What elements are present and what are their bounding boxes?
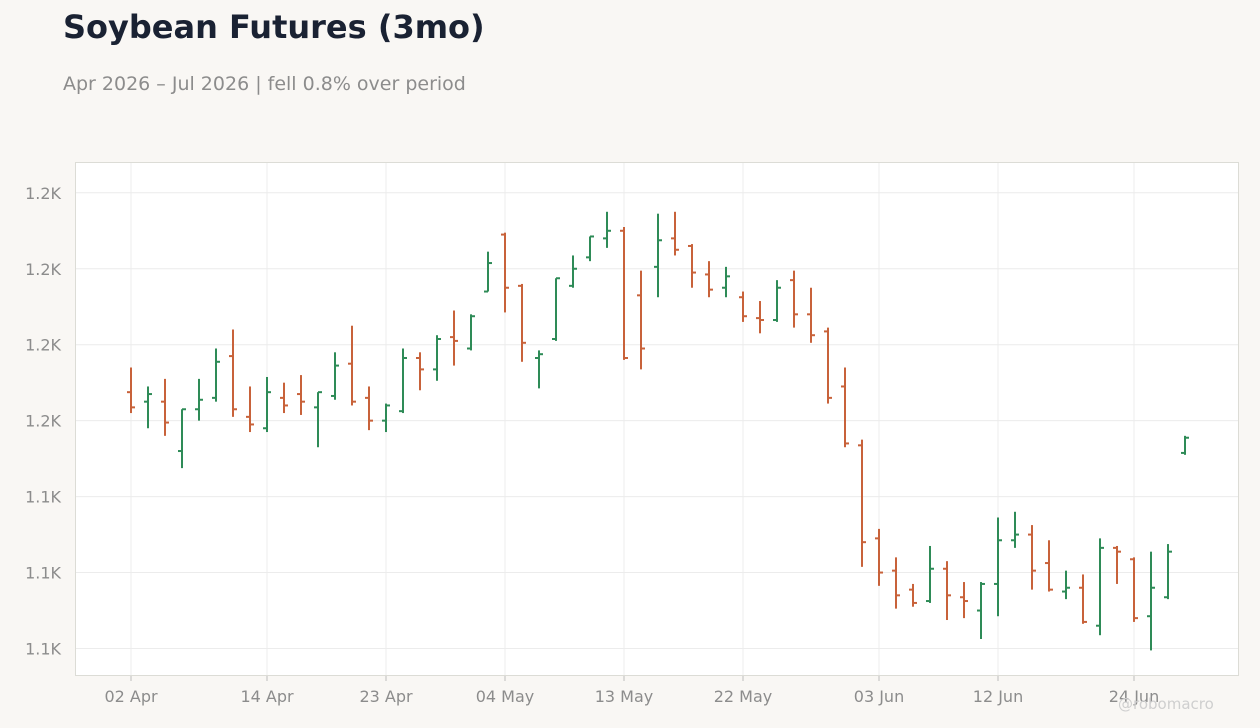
y-tick-label: 1.2K: [25, 336, 61, 355]
ohlc-bar: [552, 277, 560, 341]
ohlc-bar: [977, 582, 985, 640]
x-tick-label: 23 Apr: [359, 687, 413, 706]
ohlc-bar: [739, 291, 747, 322]
ohlc-bar: [875, 528, 883, 586]
ohlc-bar: [1113, 545, 1121, 584]
x-tick-label: 02 Apr: [104, 687, 158, 706]
y-tick-label: 1.2K: [25, 184, 61, 203]
y-tick-label: 1.1K: [25, 564, 61, 583]
x-tick-label: 03 Jun: [854, 687, 904, 706]
ohlc-bar: [926, 545, 934, 603]
ohlc-bar: [1079, 574, 1087, 624]
ohlc-bar: [1096, 538, 1104, 636]
ohlc-bar: [416, 352, 424, 391]
y-axis: 1.2K 1.2K 1.2K 1.2K 1.1K 1.1K 1.1K: [25, 184, 61, 659]
ohlc-bar: [348, 325, 356, 406]
ohlc-bar: [1130, 557, 1138, 622]
ohlc-bar: [161, 378, 169, 436]
x-tick-label: 12 Jun: [973, 687, 1023, 706]
ohlc-bar: [586, 235, 594, 262]
ohlc-bar: [773, 280, 781, 322]
watermark: @robomacro: [1118, 695, 1214, 713]
ohlc-bar: [858, 439, 866, 567]
ohlc-bar: [637, 270, 645, 370]
ohlc-bar: [943, 561, 951, 621]
ohlc-bar: [518, 283, 526, 362]
ohlc-bar: [501, 232, 509, 313]
ohlc-bar: [365, 386, 373, 431]
ohlc-bar: [450, 310, 458, 366]
ohlc-bar: [688, 244, 696, 288]
ohlc-bar: [535, 350, 543, 389]
ohlc-bar: [144, 386, 152, 429]
x-tick-label: 24 Jun: [1109, 687, 1159, 706]
ohlc-bar: [297, 375, 305, 415]
chart-subtitle: Apr 2026 – Jul 2026 | fell 0.8% over per…: [63, 73, 466, 95]
y-tick-label: 1.1K: [25, 640, 61, 659]
x-tick-label: 04 May: [476, 687, 535, 706]
ohlc-bar: [178, 408, 186, 469]
ohlc-bar: [433, 335, 441, 381]
x-tick-label: 13 May: [595, 687, 654, 706]
y-tick-label: 1.2K: [25, 260, 61, 279]
ohlc-bar: [756, 301, 764, 334]
ohlc-bar: [569, 255, 577, 288]
ohlc-bar: [229, 329, 237, 417]
ohlc-bar: [195, 378, 203, 421]
ohlc-bar: [127, 367, 135, 414]
ohlc-bar: [1028, 525, 1036, 590]
ohlc-bar: [722, 266, 730, 298]
ohlc-bar: [1011, 511, 1019, 548]
ohlc-bar: [399, 348, 407, 414]
y-tick-label: 1.2K: [25, 412, 61, 431]
ohlc-bar: [484, 251, 492, 293]
ohlc-bar: [603, 211, 611, 248]
ohlc-bars: [127, 211, 1189, 651]
ohlc-bar: [467, 314, 475, 351]
ohlc-bar: [654, 213, 662, 298]
ohlc-bar: [382, 403, 390, 433]
ohlc-bar: [892, 557, 900, 609]
ohlc-bar: [671, 211, 679, 256]
ohlc-bar: [790, 270, 798, 328]
chart-title: Soybean Futures (3mo): [63, 8, 485, 46]
ohlc-bar: [994, 517, 1002, 617]
ohlc-bar: [331, 352, 339, 400]
ohlc-bar: [1062, 570, 1070, 600]
ohlc-bar: [280, 382, 288, 414]
ohlc-bar: [263, 376, 271, 433]
ohlc-bar: [909, 583, 917, 607]
ohlc-bar: [960, 582, 968, 619]
ohlc-bar: [1164, 544, 1172, 600]
x-tick-label: 22 May: [714, 687, 773, 706]
ohlc-bar: [1181, 435, 1189, 455]
x-tick-label: 14 Apr: [240, 687, 294, 706]
ohlc-bar: [824, 327, 832, 404]
ohlc-bar: [1045, 540, 1053, 592]
ohlc-bar: [705, 261, 713, 298]
ohlc-bar: [212, 348, 220, 402]
ohlc-bar: [841, 367, 849, 448]
ohlc-bar: [246, 386, 254, 433]
ohlc-bar: [1147, 551, 1155, 651]
ohlc-bar: [314, 391, 322, 448]
ohlc-bar: [807, 287, 815, 343]
x-axis: 02 Apr 14 Apr 23 Apr 04 May 13 May 22 May 03 J…: [104, 676, 1159, 706]
ohlc-bar: [620, 226, 628, 360]
y-tick-label: 1.1K: [25, 488, 61, 507]
